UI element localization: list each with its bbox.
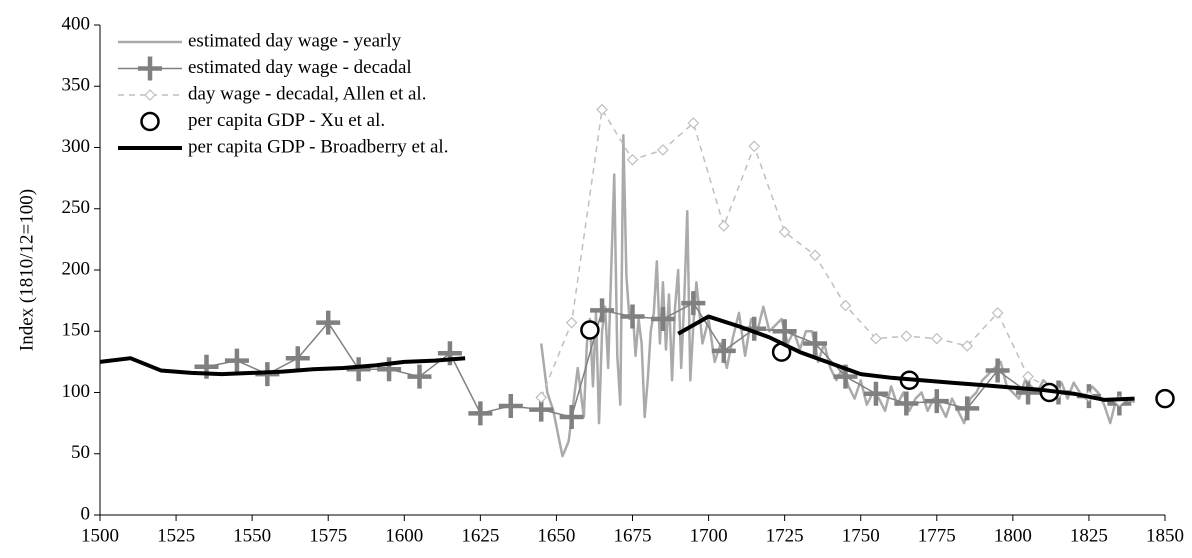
marker	[1155, 388, 1175, 409]
marker	[809, 249, 821, 262]
marker	[687, 117, 700, 129]
marker	[894, 391, 919, 416]
marker	[803, 331, 828, 356]
marker	[955, 396, 980, 421]
marker	[596, 103, 608, 116]
legend-marker	[144, 89, 156, 101]
x-tick-label: 1850	[1146, 525, 1184, 546]
marker	[657, 144, 669, 156]
marker	[377, 357, 402, 382]
legend-marker	[138, 56, 162, 81]
marker	[991, 307, 1004, 319]
x-tick-label: 1600	[385, 525, 423, 546]
x-tick-label: 1550	[233, 525, 271, 546]
y-tick-label: 250	[62, 197, 91, 218]
x-tick-label: 1500	[81, 525, 119, 546]
y-tick-label: 100	[62, 381, 91, 402]
y-tick-label: 350	[62, 75, 91, 96]
marker	[1022, 370, 1034, 383]
marker	[1016, 380, 1041, 405]
marker	[224, 348, 249, 373]
marker	[711, 338, 736, 363]
legend-label: day wage - decadal, Allen et al.	[188, 83, 426, 104]
x-tick-label: 1625	[461, 525, 499, 546]
marker	[535, 391, 548, 404]
marker	[985, 358, 1010, 383]
marker	[717, 220, 730, 232]
marker	[870, 332, 882, 345]
x-tick-label: 1725	[766, 525, 804, 546]
marker	[407, 364, 432, 389]
x-tick-label: 1650	[537, 525, 575, 546]
x-tick-label: 1675	[614, 525, 652, 546]
legend-label: estimated day wage - decadal	[188, 57, 412, 78]
series-line	[539, 134, 1136, 458]
marker	[626, 153, 639, 166]
marker	[930, 332, 943, 345]
marker	[559, 405, 584, 429]
marker	[778, 226, 791, 238]
y-tick-label: 200	[62, 258, 91, 279]
y-tick-label: 50	[71, 442, 90, 463]
x-tick-label: 1700	[690, 525, 728, 546]
marker	[565, 316, 578, 329]
series-line	[677, 314, 1135, 402]
legend-marker	[140, 111, 160, 132]
legend-label: per capita GDP - Broadberry et al.	[188, 136, 448, 157]
marker	[620, 304, 645, 329]
legend-label: per capita GDP - Xu et al.	[188, 110, 385, 131]
y-axis-label: Index (1810/12=100)	[16, 189, 37, 351]
marker	[863, 381, 888, 406]
marker	[316, 310, 341, 335]
series-line	[99, 356, 466, 377]
x-tick-label: 1525	[157, 525, 195, 546]
y-tick-label: 0	[81, 503, 91, 524]
marker	[961, 340, 974, 352]
marker	[772, 319, 797, 344]
marker	[924, 389, 949, 414]
x-tick-label: 1800	[994, 525, 1032, 546]
marker	[748, 140, 761, 153]
marker	[285, 346, 310, 371]
x-tick-label: 1575	[309, 525, 347, 546]
y-tick-label: 300	[62, 136, 91, 157]
marker	[590, 298, 615, 323]
x-tick-label: 1775	[918, 525, 956, 546]
marker	[900, 330, 913, 342]
marker	[468, 401, 493, 426]
x-tick-label: 1825	[1070, 525, 1108, 546]
marker	[498, 393, 523, 418]
y-tick-label: 150	[62, 320, 91, 341]
marker	[580, 320, 600, 340]
legend-label: estimated day wage - yearly	[188, 30, 402, 51]
y-tick-label: 400	[62, 13, 91, 34]
marker	[650, 307, 675, 331]
marker	[839, 299, 852, 312]
x-tick-label: 1750	[842, 525, 880, 546]
series-line	[540, 108, 1120, 402]
marker	[681, 291, 706, 316]
